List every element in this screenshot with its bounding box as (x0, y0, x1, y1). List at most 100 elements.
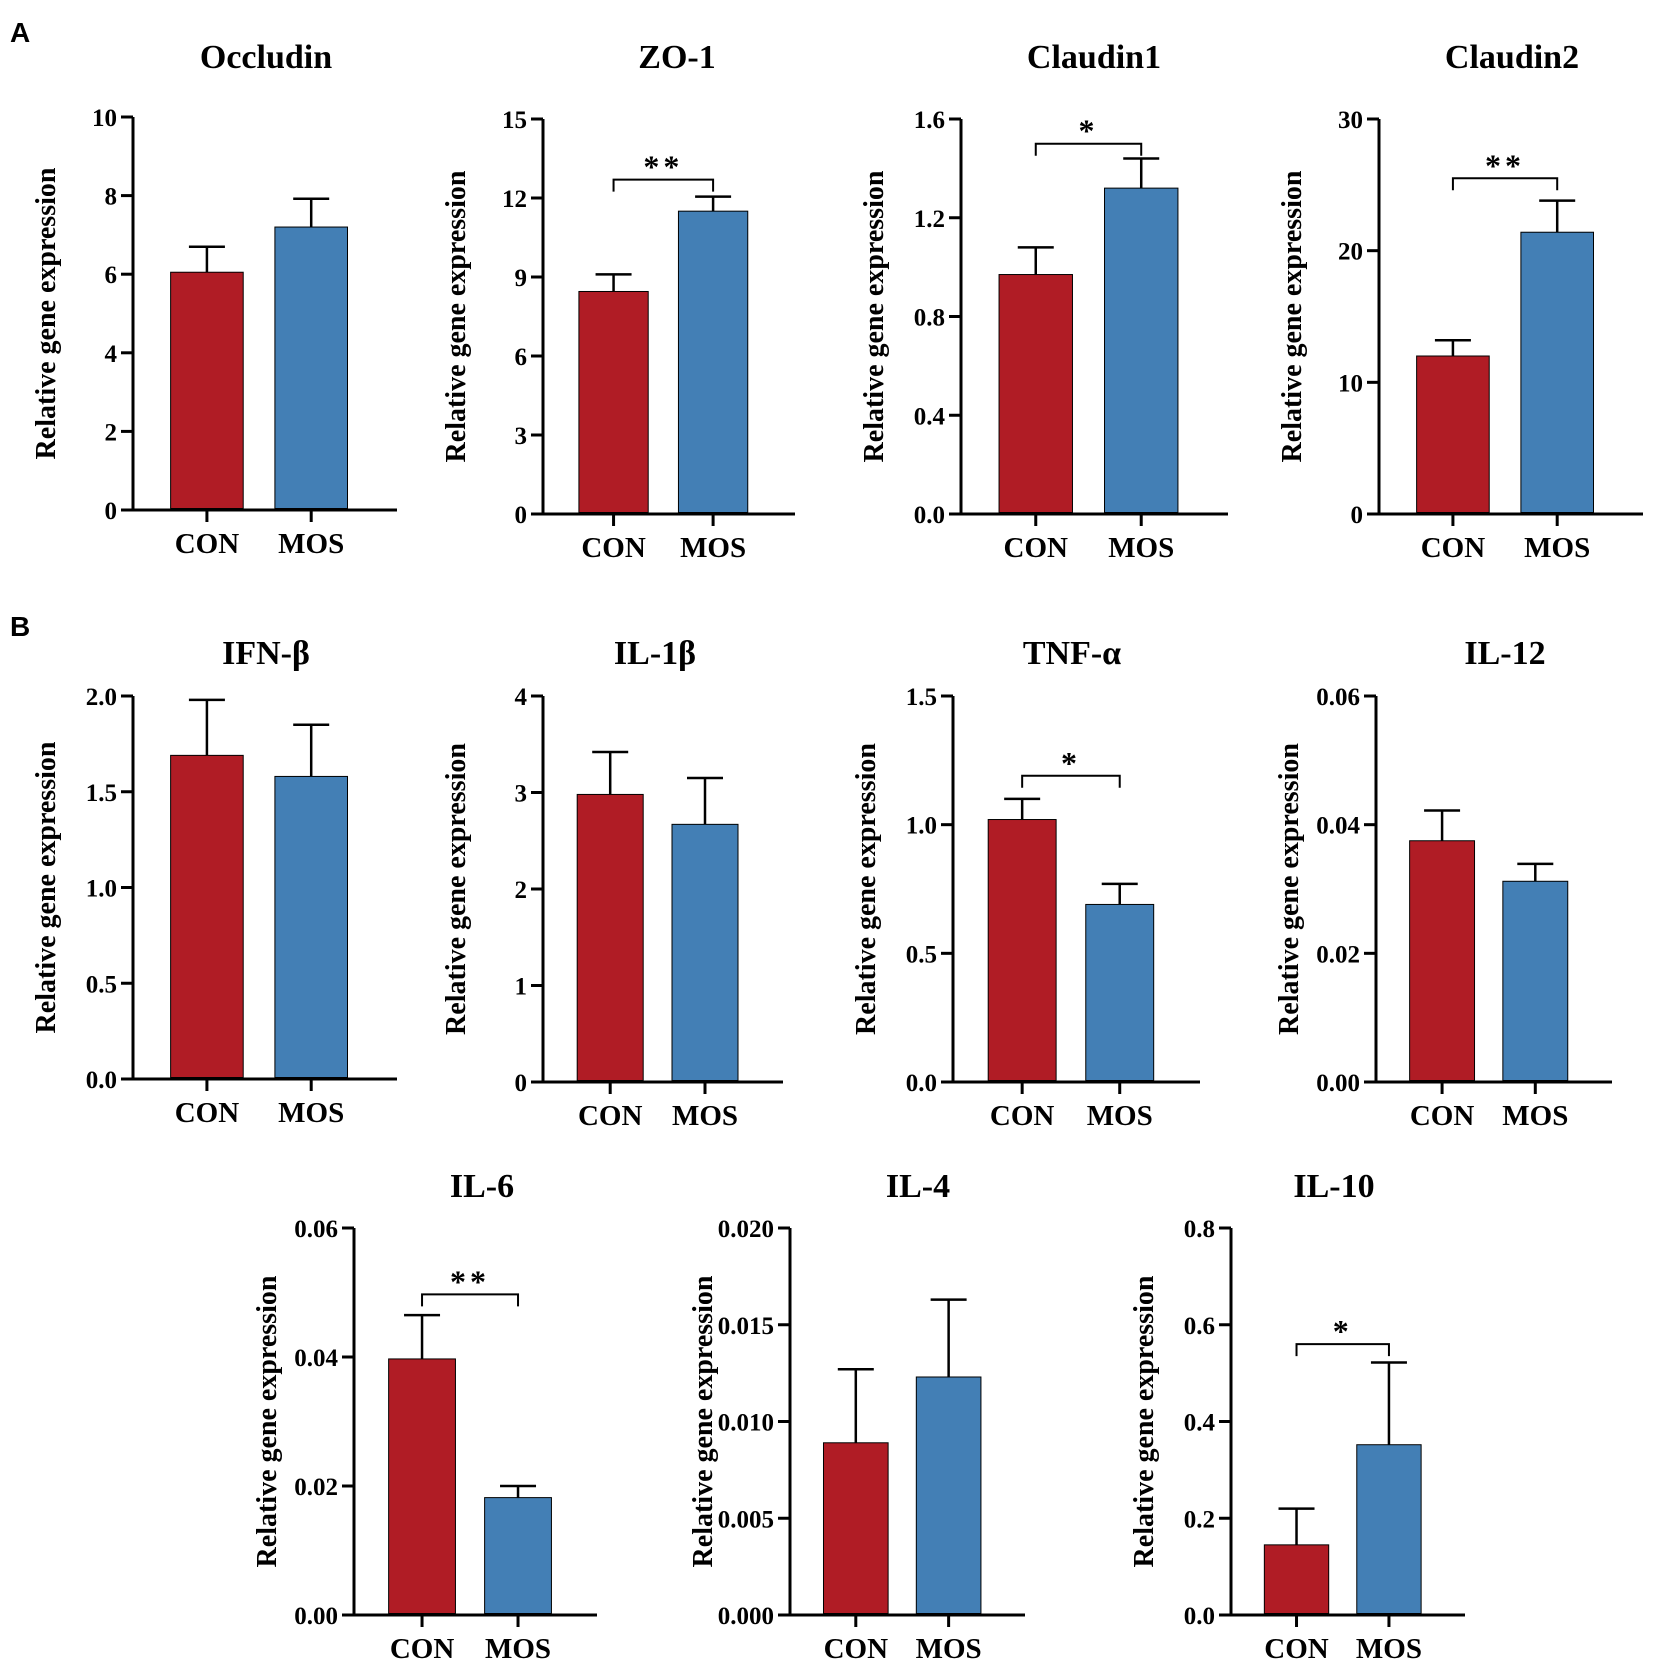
chart-title: Claudin2 (1445, 39, 1579, 76)
y-tick-label: 0 (105, 498, 118, 525)
y-tick-label: 0.04 (294, 1345, 338, 1372)
chart-il-12: IL-12 Relative gene expression 0.00 0.02 0.0… (1274, 635, 1612, 1132)
bar-mos (274, 775, 348, 1078)
y-tick-label: 1.0 (86, 876, 117, 903)
y-tick-label: 0.0 (906, 1070, 937, 1097)
bar-mos (1085, 903, 1155, 1081)
y-axis-label: Relative gene expression (441, 170, 472, 462)
y-tick-label: 0 (515, 502, 528, 529)
bar-con (1409, 840, 1476, 1081)
chart-title: IL-12 (1464, 635, 1545, 672)
bar-con (1416, 355, 1490, 513)
y-tick-label: 0.4 (914, 403, 946, 430)
chart-il-1-: IL-1β Relative gene expression 0 1 2 3 4 CON MOS (441, 635, 783, 1132)
category-label-con: CON (175, 528, 240, 560)
category-label-mos: MOS (485, 1633, 551, 1662)
category-label-mos: MOS (1502, 1100, 1568, 1132)
y-axis-label: Relative gene expression (441, 743, 472, 1035)
y-tick-label: 6 (105, 262, 118, 289)
y-tick-label: 0.02 (1316, 941, 1360, 968)
significance-bracket (1451, 177, 1559, 191)
category-label-mos: MOS (680, 532, 746, 564)
y-tick-label: 0.00 (1316, 1070, 1360, 1097)
y-tick-label: 4 (105, 341, 118, 368)
category-label-mos: MOS (916, 1633, 982, 1662)
y-tick-label: 1.6 (914, 107, 945, 134)
bar-mos (671, 823, 739, 1081)
bar-con (822, 1442, 889, 1615)
y-axis-label: Relative gene expression (252, 1275, 283, 1567)
y-tick-label: 0.015 (718, 1313, 774, 1340)
chart-title: IL-4 (886, 1168, 950, 1205)
y-tick-label: 2 (105, 419, 118, 446)
y-tick-label: 4 (515, 684, 528, 711)
category-label-con: CON (581, 532, 646, 564)
category-label-mos: MOS (278, 528, 344, 560)
bar-con (1263, 1544, 1330, 1614)
category-label-con: CON (824, 1633, 889, 1662)
category-label-con: CON (175, 1097, 240, 1129)
bar-con (578, 290, 649, 513)
y-tick-label: 0.5 (86, 971, 117, 998)
y-tick-label: 0.8 (1184, 1216, 1215, 1243)
y-tick-label: 0.02 (294, 1474, 338, 1501)
y-tick-label: 1.5 (906, 684, 937, 711)
chart-title: IL-6 (450, 1168, 514, 1205)
category-label-mos: MOS (278, 1097, 344, 1129)
panel-label-b: B (10, 611, 30, 642)
bar-mos (274, 226, 348, 509)
y-tick-label: 1.2 (914, 206, 945, 233)
category-label-con: CON (1410, 1100, 1475, 1132)
significance-marker: ** (450, 1263, 490, 1299)
y-tick-label: 0.0 (914, 502, 945, 529)
chart-ifn-: IFN-β Relative gene expression 0.0 0.5 1.0 1.… (31, 635, 397, 1129)
y-tick-label: 0.2 (1184, 1506, 1215, 1533)
y-tick-label: 0.5 (906, 941, 937, 968)
chart-title: ZO-1 (638, 39, 715, 76)
significance-marker: ** (643, 149, 683, 185)
y-tick-label: 0.00 (294, 1603, 338, 1630)
significance-bracket (421, 1293, 520, 1307)
bar-mos (1502, 880, 1569, 1082)
bar-con (998, 274, 1073, 513)
chart-il-10: IL-10 Relative gene expression 0.0 0.2 0.4 0.… (1129, 1168, 1465, 1662)
bar-con (388, 1358, 456, 1615)
bar-mos (1356, 1444, 1422, 1614)
y-tick-label: 0.06 (1316, 684, 1360, 711)
chart-il-4: IL-4 Relative gene expression 0.000 0.005 0.… (688, 1168, 1025, 1662)
chart-occludin: Occludin Relative gene expression 0 2 4 6 8 10 C… (31, 39, 397, 560)
bar-con (170, 754, 244, 1078)
category-label-mos: MOS (1087, 1100, 1153, 1132)
y-tick-label: 0.6 (1184, 1313, 1215, 1340)
significance-marker: * (1061, 745, 1081, 781)
category-label-con: CON (1264, 1633, 1329, 1662)
chart-tnf-: TNF-α Relative gene expression 0.0 0.5 1.0 1.… (851, 635, 1200, 1132)
y-tick-label: 0.8 (914, 305, 945, 332)
y-tick-label: 0 (515, 1070, 528, 1097)
bar-mos (1104, 187, 1179, 513)
chart-title: IL-10 (1293, 1168, 1374, 1205)
y-tick-label: 15 (502, 107, 527, 134)
chart-title: IL-1β (614, 635, 696, 672)
y-tick-label: 0.000 (718, 1603, 774, 1630)
y-tick-label: 0.0 (86, 1067, 117, 1094)
bar-con (170, 271, 244, 509)
category-label-mos: MOS (1108, 532, 1174, 564)
chart-title: Claudin1 (1027, 39, 1161, 76)
y-tick-label: 1 (515, 974, 528, 1001)
y-tick-label: 0 (1351, 502, 1364, 529)
y-tick-label: 0.010 (718, 1410, 774, 1437)
y-tick-label: 10 (1338, 370, 1363, 397)
category-label-mos: MOS (672, 1100, 738, 1132)
category-label-con: CON (1421, 532, 1486, 564)
significance-marker: * (1078, 113, 1098, 149)
category-label-con: CON (990, 1100, 1055, 1132)
significance-bracket (1295, 1343, 1390, 1357)
significance-bracket (612, 178, 715, 192)
bar-con (987, 819, 1057, 1082)
y-axis-label: Relative gene expression (1129, 1275, 1160, 1567)
significance-bracket (1021, 774, 1121, 788)
y-tick-label: 6 (515, 344, 528, 371)
y-axis-label: Relative gene expression (688, 1275, 719, 1567)
y-tick-label: 1.5 (86, 780, 117, 807)
